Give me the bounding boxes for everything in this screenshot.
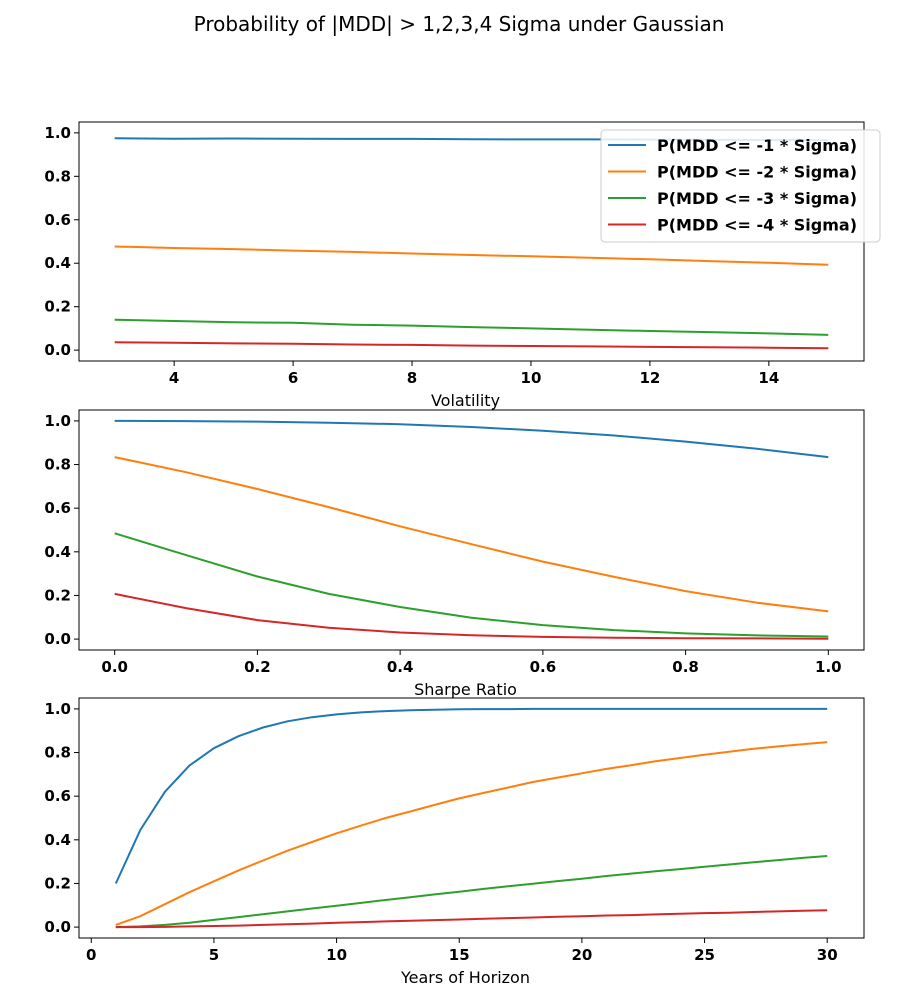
y-tick-label: 1.0: [44, 412, 71, 430]
x-tick-label: 12: [639, 369, 660, 387]
x-tick-label: 8: [407, 369, 417, 387]
x-tick-label: 4: [169, 369, 179, 387]
y-tick-label: 0.8: [44, 744, 71, 762]
series-line-2: [114, 245, 829, 266]
legend: P(MDD <= -1 * Sigma) P(MDD <= -2 * Sigma)…: [600, 129, 881, 243]
x-axis-label: Sharpe Ratio: [414, 680, 517, 699]
y-tick-label: 0.4: [44, 831, 71, 849]
y-tick-label: 0.8: [44, 167, 71, 185]
x-tick-label: 0: [86, 946, 96, 964]
series-line-4: [114, 341, 829, 350]
legend-box: [600, 129, 881, 243]
figure-title: Probability of |MDD| > 1,2,3,4 Sigma und…: [194, 12, 725, 36]
legend-entry-4: P(MDD <= -4 * Sigma): [657, 216, 857, 235]
y-tick-label: 0.2: [44, 586, 71, 604]
x-tick-label: 1.0: [815, 658, 842, 676]
subplot-1: 4 6 8 10 12 14 0.0 0.2 0.4 0.6 0.8 1.0 Volatility: [44, 121, 865, 410]
y-tick-label: 0.2: [44, 874, 71, 892]
x-tick-label: 5: [209, 946, 219, 964]
x-axis-label: Volatility: [431, 391, 500, 410]
y-tick-label: 0.6: [44, 787, 71, 805]
series-line-1: [114, 707, 828, 884]
x-tick-label: 20: [571, 946, 592, 964]
series-line-3: [114, 532, 829, 638]
y-tick-label: 0.2: [44, 298, 71, 316]
x-tick-label: 6: [288, 369, 298, 387]
subplot-3: 0 5 10 15 20 25 30 0.0 0.2 0.4 0.6 0.8 1.0 Years of H…: [44, 697, 865, 987]
y-tick-label: 0.0: [44, 341, 71, 359]
series-line-4: [115, 909, 828, 929]
x-tick-label: 0.4: [387, 658, 414, 676]
x-axis-label: Years of Horizon: [400, 968, 530, 987]
series-line-1: [114, 419, 829, 459]
x-tick-label: 0.8: [672, 658, 699, 676]
series-line-2: [115, 741, 828, 926]
x-tick-label: 25: [694, 946, 715, 964]
y-tick-label: 1.0: [44, 124, 71, 142]
legend-entry-2: P(MDD <= -2 * Sigma): [657, 163, 857, 182]
axes-frame: [78, 409, 865, 651]
legend-entry-3: P(MDD <= -3 * Sigma): [657, 189, 857, 208]
x-tick-label: 0.6: [530, 658, 557, 676]
x-tick-label: 10: [326, 946, 347, 964]
series-line-4: [114, 592, 829, 640]
y-tick-label: 1.0: [44, 700, 71, 718]
series-line-3: [114, 318, 829, 336]
y-tick-label: 0.4: [44, 543, 71, 561]
x-tick-label: 0.2: [244, 658, 271, 676]
subplots: 4 6 8 10 12 140.00.20.40.60.81.0Volatility0.0…: [44, 121, 881, 987]
x-tick-label: 15: [449, 946, 470, 964]
x-tick-label: 10: [521, 369, 542, 387]
x-tick-label: 30: [817, 946, 838, 964]
y-tick-label: 0.4: [44, 254, 71, 272]
y-tick-label: 0.0: [44, 630, 71, 648]
series-line-2: [114, 456, 829, 613]
y-tick-label: 0.6: [44, 499, 71, 517]
series-line-3: [115, 855, 828, 929]
legend-entry-1: P(MDD <= -1 * Sigma): [657, 136, 857, 155]
x-tick-label: 0.0: [101, 658, 128, 676]
x-tick-label: 14: [758, 369, 779, 387]
subplot-2: 0.0 0.2 0.4 0.6 0.8 1.0 0.0 0.2 0.4 0.6 0.8 1.0 Shar…: [44, 409, 865, 699]
y-tick-label: 0.0: [44, 918, 71, 936]
axes-frame: [78, 697, 865, 939]
y-tick-label: 0.6: [44, 211, 71, 229]
y-tick-label: 0.8: [44, 456, 71, 474]
